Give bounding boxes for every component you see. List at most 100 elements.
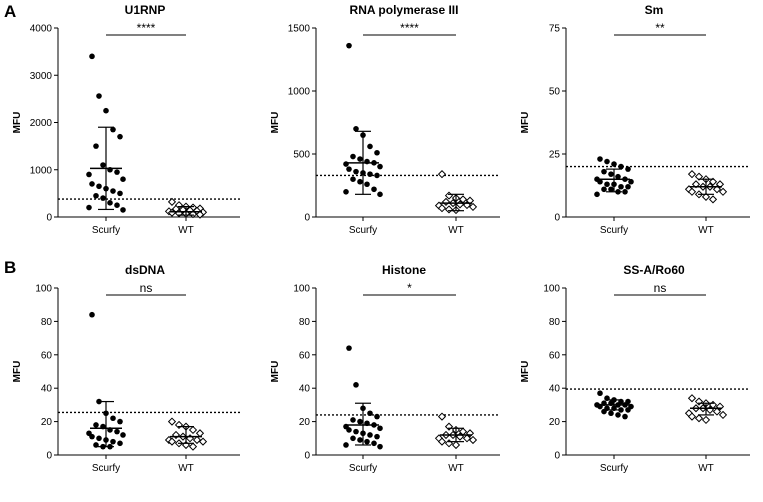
significance-label: ns — [140, 281, 153, 295]
data-point — [608, 410, 614, 417]
data-point — [89, 53, 95, 60]
y-tick-label: 500 — [293, 150, 310, 161]
data-point — [625, 183, 631, 190]
series-wt — [164, 417, 208, 451]
data-point — [367, 432, 373, 438]
data-point — [625, 407, 631, 413]
data-point — [374, 172, 380, 179]
data-point — [89, 181, 95, 187]
panel-label-a: A — [4, 2, 16, 21]
data-point — [437, 204, 447, 213]
data-point — [377, 191, 383, 198]
panel-label-b: B — [4, 258, 16, 277]
data-point — [117, 440, 123, 447]
chart-title: U1RNP — [125, 3, 166, 17]
data-point — [117, 418, 123, 425]
chart-title: SS-A/Ro60 — [623, 263, 685, 277]
data-point — [357, 156, 363, 162]
data-point — [195, 429, 205, 438]
x-category-label: Scurfy — [349, 225, 377, 236]
y-axis-label: MFU — [520, 112, 531, 134]
data-point — [100, 195, 106, 201]
data-point — [615, 173, 621, 180]
y-tick-label: 60 — [41, 350, 53, 361]
y-tick-label: 3000 — [30, 71, 53, 82]
data-point — [444, 439, 454, 448]
data-point — [708, 195, 718, 204]
chart-title: Histone — [382, 263, 426, 277]
series-scurfy — [594, 390, 634, 420]
series-scurfy — [343, 345, 383, 450]
data-point — [444, 191, 454, 200]
data-point — [718, 187, 728, 196]
y-tick-label: 25 — [549, 150, 561, 161]
data-point — [195, 210, 205, 219]
y-tick-label: 60 — [299, 350, 311, 361]
y-tick-label: 0 — [554, 451, 560, 462]
data-point — [615, 412, 621, 418]
data-point — [604, 158, 610, 165]
data-point — [694, 397, 704, 406]
data-point — [367, 410, 373, 417]
data-point — [357, 178, 363, 185]
chart-title: RNA polymerase III — [350, 3, 459, 17]
data-point — [374, 149, 380, 156]
y-tick-label: 50 — [549, 87, 561, 98]
y-tick-label: 1000 — [30, 165, 53, 176]
data-point — [120, 207, 126, 213]
data-point — [441, 197, 451, 206]
data-point — [364, 181, 370, 188]
y-axis-label: MFU — [12, 361, 23, 383]
data-point — [93, 143, 99, 149]
y-tick-label: 80 — [41, 317, 53, 328]
data-point — [110, 415, 116, 422]
x-category-label: Scurfy — [600, 225, 628, 236]
y-tick-label: 20 — [549, 417, 561, 428]
data-point — [462, 434, 472, 443]
data-point — [601, 186, 607, 193]
y-axis-label: MFU — [520, 361, 531, 383]
series-wt — [434, 412, 478, 450]
data-point — [718, 410, 728, 420]
x-category-label: WT — [448, 225, 464, 236]
data-point — [618, 163, 624, 170]
significance-label: **** — [137, 21, 156, 35]
data-point — [374, 433, 380, 440]
data-point — [374, 413, 380, 420]
data-point — [618, 183, 624, 190]
series-wt — [164, 197, 208, 219]
data-point — [594, 191, 600, 198]
data-point — [468, 435, 478, 445]
data-point — [346, 345, 352, 351]
y-tick-label: 0 — [46, 451, 52, 462]
data-point — [444, 205, 454, 214]
data-point — [364, 438, 370, 445]
chart-panel-3: Sm 0 25 50 75 MFU Scurfy WT ** — [520, 3, 750, 236]
data-point — [343, 442, 349, 448]
data-point — [701, 415, 711, 425]
data-point — [353, 126, 359, 132]
data-point — [353, 428, 359, 435]
data-point — [93, 192, 99, 199]
data-point — [712, 185, 722, 194]
data-point — [597, 390, 603, 397]
data-point — [110, 438, 116, 445]
y-tick-label: 0 — [304, 451, 310, 462]
data-point — [708, 177, 718, 186]
x-category-label: WT — [698, 225, 714, 236]
data-point — [608, 171, 614, 177]
data-point — [110, 188, 116, 194]
series-wt — [434, 170, 478, 215]
data-point — [367, 143, 373, 150]
data-point — [198, 437, 208, 446]
data-point — [687, 187, 697, 196]
data-point — [93, 422, 99, 428]
data-point — [715, 180, 725, 189]
data-point — [691, 180, 701, 189]
data-point — [622, 413, 628, 420]
data-point — [377, 443, 383, 450]
x-category-label: WT — [448, 463, 464, 474]
y-tick-label: 20 — [41, 417, 53, 428]
